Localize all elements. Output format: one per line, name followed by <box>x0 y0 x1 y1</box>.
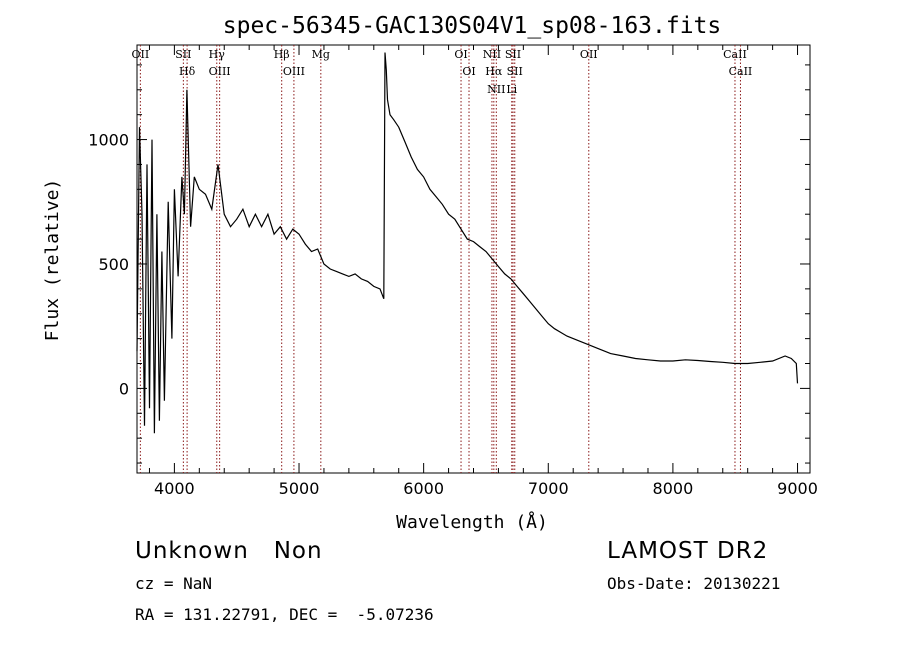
plot-frame <box>136 44 811 474</box>
redshift-text: cz = NaN <box>135 574 213 593</box>
emission-line-label: CaII <box>723 48 747 61</box>
obs-date-text: Obs-Date: 20130221 <box>607 574 781 593</box>
y-axis-label: Flux (relative) <box>42 179 63 342</box>
x-tick-label: 4000 <box>154 479 195 498</box>
emission-line-label: OII <box>580 48 598 61</box>
survey-text: LAMOST DR2 <box>607 538 769 564</box>
emission-lines <box>139 45 741 473</box>
x-tick-label: 6000 <box>403 479 444 498</box>
emission-line-label: NII <box>483 48 501 61</box>
emission-line-label: Hγ <box>209 48 226 61</box>
spectrum-series <box>136 52 799 434</box>
emission-line-label: NII <box>487 83 505 96</box>
emission-line-label: OIII <box>209 65 231 78</box>
emission-line-label: OI <box>462 65 475 78</box>
emission-line-label: Li <box>506 83 517 96</box>
emission-line-label: SII <box>507 65 523 78</box>
emission-line-label: CaII <box>729 65 753 78</box>
chart-title: spec-56345-GAC130S04V1_sp08-163.fits <box>223 13 722 39</box>
y-tick-label: 1000 <box>88 131 129 150</box>
x-tick-label: 5000 <box>279 479 320 498</box>
spectrum-line <box>136 52 799 434</box>
emission-line-label: OI <box>454 48 467 61</box>
x-axis-label: Wavelength (Å) <box>396 511 548 533</box>
emission-line-label: Hβ <box>274 48 290 61</box>
y-tick-label: 0 <box>119 379 129 398</box>
emission-line-label: SII <box>175 48 191 61</box>
classification-text: Unknown Non <box>135 538 323 564</box>
x-tick-label: 7000 <box>528 479 569 498</box>
emission-line-label: Hδ <box>179 65 196 78</box>
y-tick-label: 500 <box>98 255 129 274</box>
coords-text: RA = 131.22791, DEC = -5.07236 <box>135 605 434 624</box>
emission-line-label: Hα <box>485 65 503 78</box>
x-tick-label: 9000 <box>777 479 818 498</box>
axes: 4000 5000 6000 7000 8000 9000 0 500 1000 <box>88 45 818 498</box>
x-tick-label: 8000 <box>653 479 694 498</box>
emission-line-label: OIII <box>283 65 305 78</box>
emission-line-label: SII <box>505 48 521 61</box>
emission-line-label: OII <box>132 48 150 61</box>
emission-line-label: Mg <box>312 48 330 61</box>
